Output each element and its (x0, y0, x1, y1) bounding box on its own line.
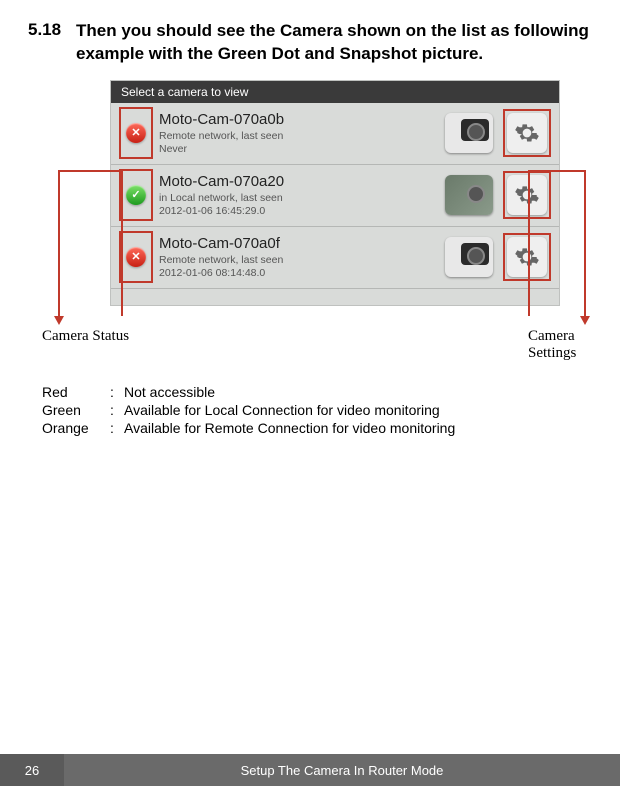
callout-line (584, 170, 586, 316)
settings-highlight-box (503, 233, 551, 281)
callout-settings-label: Camera Settings (528, 328, 592, 362)
settings-highlight-box (503, 109, 551, 157)
camera-row: ✕ Moto-Cam-070a0f Remote network, last s… (111, 227, 559, 289)
camera-snapshot-icon (445, 237, 493, 277)
page-number: 26 (0, 754, 64, 786)
legend-key: Green (42, 402, 110, 418)
status-dot-green-icon: ✓ (126, 185, 146, 205)
status-x-icon: ✕ (131, 252, 140, 263)
callout-line (530, 170, 586, 172)
heading-number: 5.18 (28, 20, 66, 40)
screenshot-wrapper: Select a camera to view ✕ Moto-Cam-070a0… (28, 80, 592, 340)
status-dot-red-icon: ✕ (126, 123, 146, 143)
gear-icon (514, 120, 540, 146)
legend-value: Available for Local Connection for video… (124, 402, 440, 418)
gear-icon (514, 182, 540, 208)
camera-info[interactable]: Moto-Cam-070a0f Remote network, last see… (159, 235, 439, 279)
status-check-icon: ✓ (131, 190, 140, 201)
status-legend: Red : Not accessible Green : Available f… (42, 384, 592, 436)
callout-arrow-icon (580, 316, 590, 325)
camera-row: ✓ Moto-Cam-070a20 in Local network, last… (111, 165, 559, 227)
legend-sep: : (110, 384, 124, 400)
camera-meta-line2: 2012-01-06 08:14:48.0 (159, 267, 439, 280)
legend-key: Red (42, 384, 110, 400)
callout-arrow-icon (54, 316, 64, 325)
status-dot-red-icon: ✕ (126, 247, 146, 267)
camera-info[interactable]: Moto-Cam-070a0b Remote network, last see… (159, 111, 439, 155)
camera-info[interactable]: Moto-Cam-070a20 in Local network, last s… (159, 173, 439, 217)
legend-key: Orange (42, 420, 110, 436)
camera-name: Moto-Cam-070a0f (159, 235, 439, 252)
camera-meta-line2: 2012-01-06 16:45:29.0 (159, 205, 439, 218)
camera-status-box: ✕ (119, 107, 153, 159)
camera-settings-button[interactable] (507, 113, 547, 153)
settings-highlight-box (503, 171, 551, 219)
section-title: Setup The Camera In Router Mode (64, 754, 620, 786)
camera-meta-line1: Remote network, last seen (159, 130, 439, 143)
camera-name: Moto-Cam-070a20 (159, 173, 439, 190)
camera-snapshot-icon (445, 113, 493, 153)
legend-row: Red : Not accessible (42, 384, 592, 400)
legend-value: Not accessible (124, 384, 215, 400)
camera-settings-button[interactable] (507, 237, 547, 277)
legend-sep: : (110, 420, 124, 436)
camera-status-box: ✕ (119, 231, 153, 283)
callout-status-label: Camera Status (42, 328, 129, 345)
page-footer: 26 Setup The Camera In Router Mode (0, 754, 620, 786)
camera-name: Moto-Cam-070a0b (159, 111, 439, 128)
camera-meta-line1: in Local network, last seen (159, 192, 439, 205)
callout-line (58, 170, 123, 172)
gear-icon (514, 244, 540, 270)
legend-row: Orange : Available for Remote Connection… (42, 420, 592, 436)
callout-line (121, 170, 123, 316)
status-x-icon: ✕ (131, 128, 140, 139)
camera-snapshot-live-icon (445, 175, 493, 215)
callout-line (58, 170, 60, 316)
legend-sep: : (110, 402, 124, 418)
camera-meta-line2: Never (159, 143, 439, 156)
section-heading: 5.18 Then you should see the Camera show… (28, 20, 592, 66)
camera-settings-button[interactable] (507, 175, 547, 215)
window-title: Select a camera to view (111, 81, 559, 103)
camera-meta-line1: Remote network, last seen (159, 254, 439, 267)
legend-row: Green : Available for Local Connection f… (42, 402, 592, 418)
legend-value: Available for Remote Connection for vide… (124, 420, 455, 436)
callout-line (528, 170, 530, 316)
camera-status-box: ✓ (119, 169, 153, 221)
camera-list-window: Select a camera to view ✕ Moto-Cam-070a0… (110, 80, 560, 306)
heading-text: Then you should see the Camera shown on … (76, 20, 592, 66)
camera-row: ✕ Moto-Cam-070a0b Remote network, last s… (111, 103, 559, 165)
